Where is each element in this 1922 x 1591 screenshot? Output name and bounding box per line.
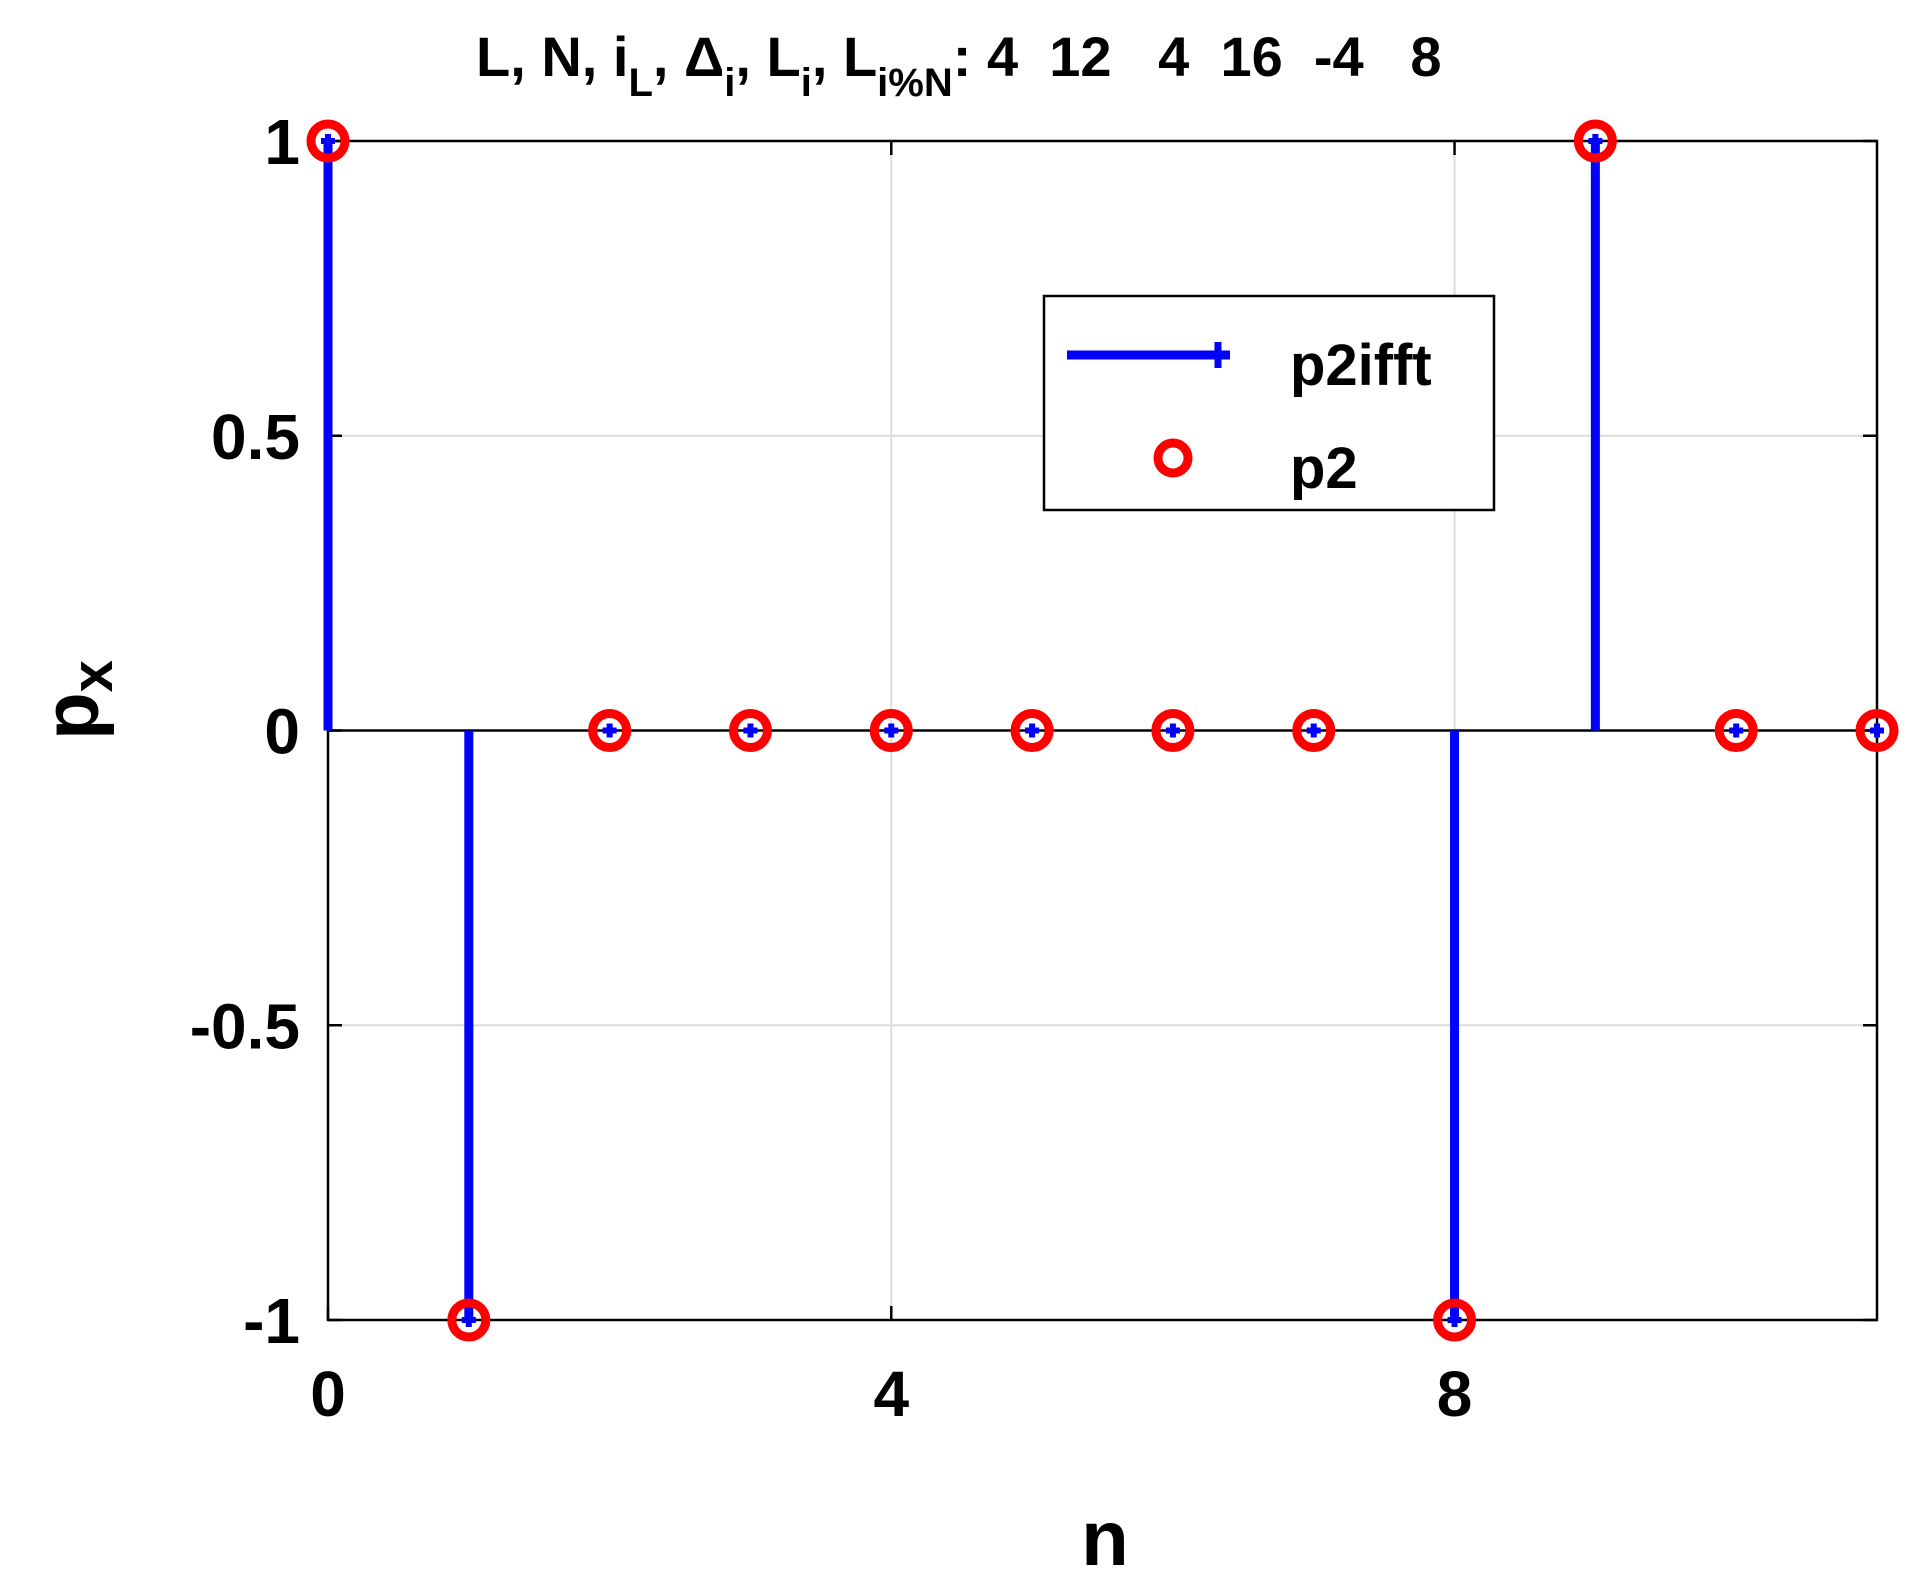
p2ifft-point [321, 134, 335, 148]
y-tick-label: -0.5 [190, 990, 300, 1062]
p2-point [728, 709, 772, 752]
chart-title: L, N, iL, Δi, Li, Li%N: 4 12 4 16 -4 8 [476, 25, 1441, 105]
y-tick-label: 0.5 [211, 401, 300, 473]
p2-point [306, 119, 350, 163]
y-axis-label: px [27, 660, 125, 740]
p2ifft-point [1729, 723, 1744, 738]
legend-entry-p2ifft: p2ifft [1067, 333, 1432, 398]
p2ifft-point [884, 723, 899, 738]
legend-circle-icon [1153, 438, 1193, 478]
p2-point [1855, 709, 1899, 752]
y-tick-label: 1 [264, 106, 300, 178]
p2ifft-point [743, 723, 758, 738]
x-tick-label: 8 [1437, 1358, 1473, 1430]
p2-point [1151, 709, 1195, 752]
legend: p2ifft p2 [1042, 294, 1496, 512]
p2ifft-point [1447, 1313, 1462, 1327]
y-tick-label: -1 [243, 1285, 300, 1357]
p2ifft-point [461, 1313, 476, 1327]
p2-point [1292, 709, 1336, 752]
p2ifft-point [1165, 723, 1180, 738]
p2ifft-point [1588, 134, 1603, 148]
x-axis-label: n [1081, 1494, 1129, 1582]
legend-box [1042, 294, 1496, 512]
markers-p2ifft [321, 134, 1884, 1327]
tick-labels: 0 4 8 1 0.5 0 -0.5 -1 [190, 106, 1473, 1430]
p2-point [869, 709, 913, 752]
p2-point [447, 1298, 491, 1342]
markers-p2 [306, 119, 1899, 1342]
p2-point [1573, 119, 1617, 163]
p2-point [1010, 709, 1054, 752]
legend-label: p2ifft [1290, 333, 1432, 398]
p2ifft-point [1870, 723, 1884, 738]
p2-point [1714, 709, 1758, 752]
p2ifft-point [1025, 723, 1040, 738]
y-tick-label: 0 [264, 696, 300, 768]
x-tick-label: 0 [310, 1358, 346, 1430]
stems [323, 141, 1600, 1320]
p2-point [588, 709, 632, 752]
legend-label: p2 [1290, 436, 1358, 501]
p2-point [1433, 1298, 1477, 1342]
p2ifft-point [602, 723, 617, 738]
svg-text:px: px [27, 660, 125, 740]
x-tick-label: 4 [873, 1358, 909, 1430]
p2ifft-point [1306, 723, 1321, 738]
legend-entry-p2: p2 [1153, 436, 1358, 501]
